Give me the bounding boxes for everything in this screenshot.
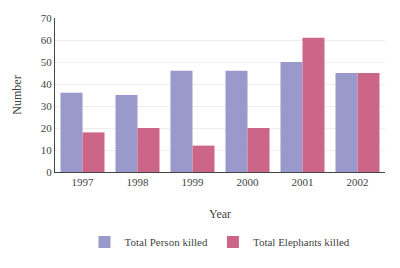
svg-text:Year: Year <box>209 207 231 221</box>
svg-text:1997: 1997 <box>72 176 95 188</box>
svg-text:0: 0 <box>46 166 52 178</box>
svg-text:Number: Number <box>10 75 24 114</box>
svg-text:Total Person killed: Total Person killed <box>125 236 208 248</box>
svg-text:2000: 2000 <box>237 176 260 188</box>
svg-text:70: 70 <box>41 12 53 24</box>
svg-text:2002: 2002 <box>347 176 369 188</box>
svg-text:2001: 2001 <box>292 176 314 188</box>
svg-text:1998: 1998 <box>127 176 150 188</box>
svg-text:40: 40 <box>41 78 53 90</box>
svg-text:30: 30 <box>41 100 53 112</box>
svg-text:60: 60 <box>41 34 53 46</box>
svg-text:1999: 1999 <box>182 176 205 188</box>
svg-text:50: 50 <box>41 56 53 68</box>
svg-text:20: 20 <box>41 122 53 134</box>
svg-text:10: 10 <box>41 144 53 156</box>
svg-text:Total Elephants killed: Total Elephants killed <box>253 236 350 248</box>
